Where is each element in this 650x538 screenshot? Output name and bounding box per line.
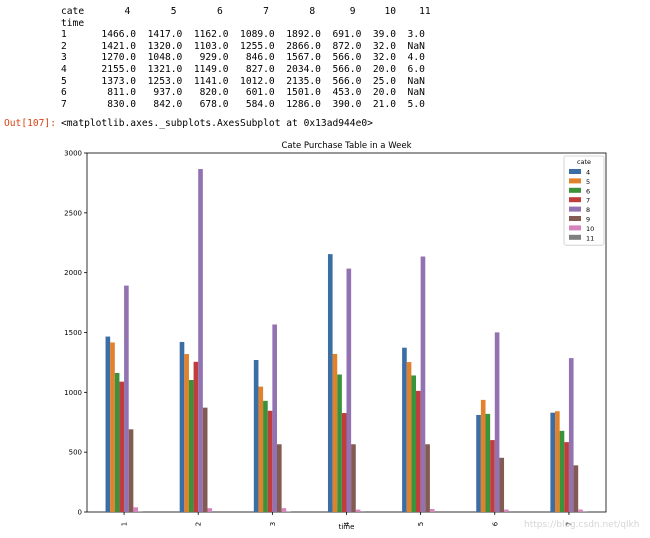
bar-time5-cate8 xyxy=(420,256,426,512)
bar-time1-cate6 xyxy=(114,372,120,512)
bar-time4-cate9 xyxy=(351,444,356,512)
bar-time4-cate7 xyxy=(341,413,347,512)
bar-time2-cate4 xyxy=(179,341,185,512)
legend-swatch-8 xyxy=(569,206,581,212)
bar-time7-cate9 xyxy=(573,465,579,512)
legend-swatch-7 xyxy=(569,197,581,203)
legend-box xyxy=(563,155,605,246)
bar-time7-cate6 xyxy=(559,430,565,512)
bar-time5-cate10 xyxy=(429,509,435,512)
bar-time5-cate7 xyxy=(416,390,421,512)
bar-time6-cate8 xyxy=(494,332,500,512)
bar-time7-cate7 xyxy=(564,442,569,512)
bar-time7-cate8 xyxy=(568,358,574,512)
x-tick-label: 6 xyxy=(491,521,499,526)
x-tick-label: 4 xyxy=(343,521,351,526)
y-tick-label: 1500 xyxy=(64,329,82,337)
legend-swatch-9 xyxy=(569,216,581,221)
bar-time2-cate10 xyxy=(207,508,213,512)
legend-label-10: 10 xyxy=(586,225,594,233)
legend-label-9: 9 xyxy=(586,216,590,224)
x-tick-label: 1 xyxy=(121,522,129,526)
output-prompt: Out[107]: xyxy=(4,118,56,129)
x-axis-label: time xyxy=(339,523,355,531)
bar-time3-cate4 xyxy=(253,360,259,512)
legend-label-11: 11 xyxy=(586,234,594,242)
chart-title: Cate Purchase Table in a Week xyxy=(281,141,411,151)
bar-time4-cate10 xyxy=(355,509,361,512)
bar-time6-cate6 xyxy=(485,413,491,512)
legend-swatch-5 xyxy=(569,178,581,184)
bar-time1-cate8 xyxy=(124,285,129,512)
bar-time5-cate6 xyxy=(411,375,417,512)
bar-time1-cate5 xyxy=(110,342,115,512)
bar-time1-cate4 xyxy=(105,336,111,512)
y-tick-label: 500 xyxy=(69,449,82,457)
bar-time7-cate11 xyxy=(582,511,588,512)
y-tick-label: 1000 xyxy=(64,389,82,397)
bar-time5-cate4 xyxy=(402,347,407,512)
bar-time4-cate8 xyxy=(346,268,352,512)
bar-time1-cate10 xyxy=(133,507,138,512)
x-tick-label: 3 xyxy=(269,522,277,526)
bar-time7-cate10 xyxy=(578,509,583,512)
bar-time5-cate9 xyxy=(425,444,430,512)
bar-time1-cate7 xyxy=(119,381,125,512)
output-repr: <matplotlib.axes._subplots.AxesSubplot a… xyxy=(61,118,373,129)
bar-time3-cate8 xyxy=(272,324,277,512)
bar-time6-cate4 xyxy=(476,414,481,512)
bar-time2-cate9 xyxy=(202,407,208,512)
legend-label-5: 5 xyxy=(586,178,590,186)
legend-swatch-11 xyxy=(569,234,581,240)
bar-time7-cate4 xyxy=(550,412,556,512)
legend-label-8: 8 xyxy=(586,206,590,214)
x-tick-label: 5 xyxy=(417,522,425,526)
y-tick-label: 3000 xyxy=(64,150,82,158)
y-tick-label: 2500 xyxy=(64,209,82,217)
bar-time4-cate5 xyxy=(332,353,338,512)
watermark: https://blog.csdn.net/qlkh xyxy=(524,520,640,530)
y-tick-label: 0 xyxy=(78,509,82,517)
legend-swatch-6 xyxy=(569,187,581,193)
x-tick-label: 7 xyxy=(565,522,573,526)
bar-time4-cate4 xyxy=(327,254,333,512)
legend-title: cate xyxy=(577,158,591,166)
bar-time2-cate8 xyxy=(198,169,203,512)
bar-time3-cate7 xyxy=(267,410,273,512)
bar-time3-cate10 xyxy=(281,508,287,512)
x-tick-label: 2 xyxy=(195,522,203,526)
bar-time6-cate10 xyxy=(504,509,509,512)
bar-time2-cate6 xyxy=(188,380,194,512)
bar-time7-cate5 xyxy=(555,411,560,512)
bar-time6-cate7 xyxy=(490,440,495,512)
legend-swatch-4 xyxy=(569,169,581,174)
bar-time3-cate6 xyxy=(263,400,268,512)
bar-time5-cate5 xyxy=(406,362,412,512)
stdout-table: cate 4 5 6 7 8 9 10 11 time 1 1466.0 141… xyxy=(61,6,431,110)
bar-time4-cate6 xyxy=(337,374,342,512)
bar-time6-cate5 xyxy=(480,399,486,512)
legend-label-4: 4 xyxy=(586,169,590,177)
bar-time6-cate9 xyxy=(499,457,505,512)
bar-time3-cate5 xyxy=(258,386,264,512)
bar-time1-cate9 xyxy=(128,429,134,512)
legend-label-6: 6 xyxy=(586,187,590,195)
bar-time2-cate5 xyxy=(184,354,189,512)
bar-time4-cate11 xyxy=(360,511,366,512)
bar-time2-cate7 xyxy=(193,361,199,512)
y-tick-label: 2000 xyxy=(64,269,82,277)
legend-label-7: 7 xyxy=(586,197,590,205)
legend-swatch-10 xyxy=(569,225,581,231)
bar-time3-cate9 xyxy=(276,444,282,512)
